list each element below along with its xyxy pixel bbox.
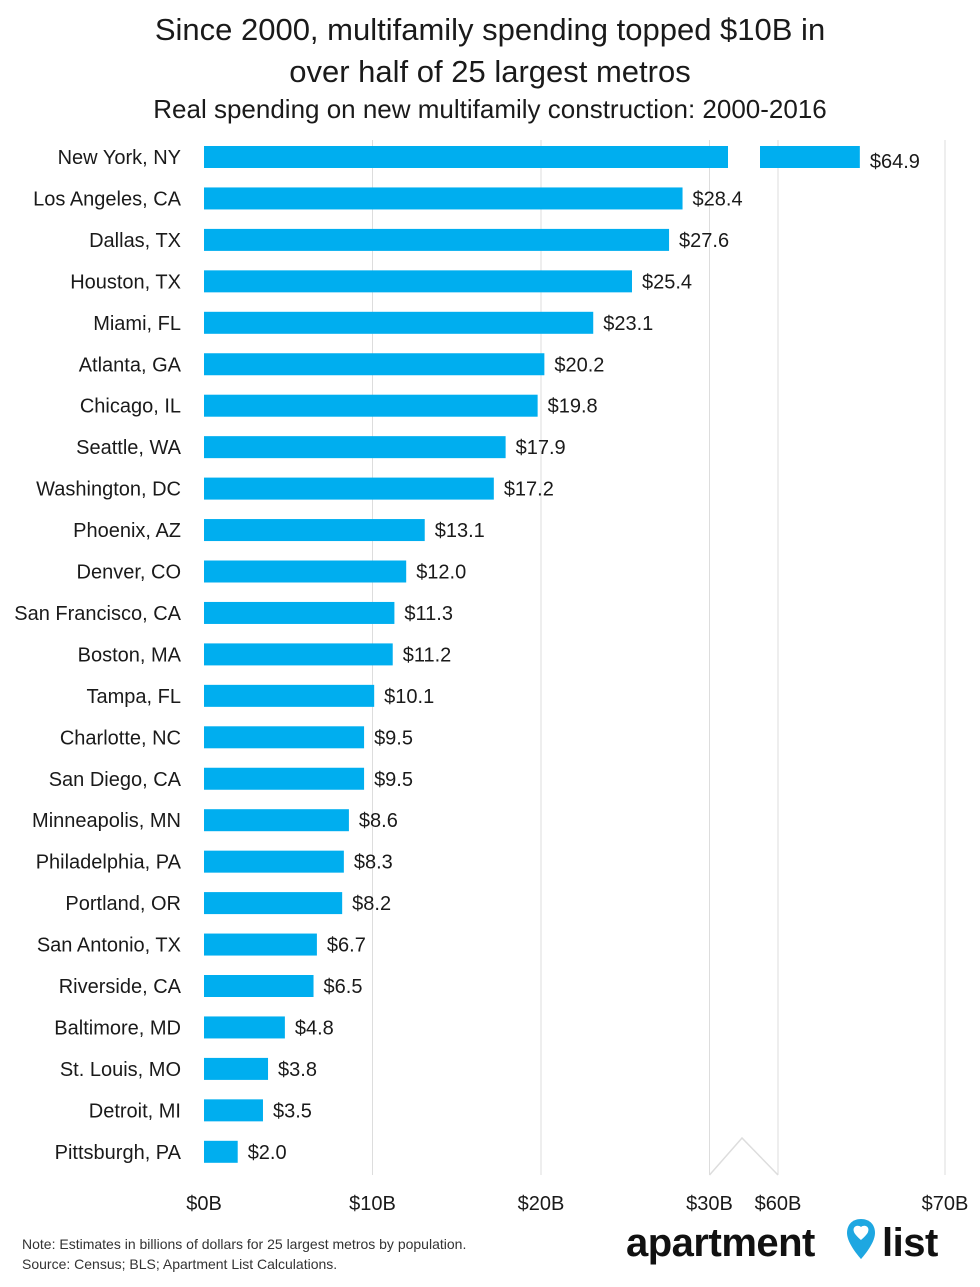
bar [204,643,393,666]
category-label: San Diego, CA [49,769,182,791]
value-label: $13.1 [435,520,485,542]
x-tick-label: $20B [518,1193,565,1215]
value-label: $27.6 [679,230,729,252]
map-pin-icon [847,1219,875,1259]
category-label: Tampa, FL [87,686,181,708]
x-tick-label: $60B [755,1193,802,1215]
bar [204,809,349,832]
x-tick-label: $30B [686,1193,733,1215]
category-label: San Francisco, CA [14,603,181,625]
value-label: $20.2 [554,354,604,376]
value-label: $19.8 [548,396,598,418]
bar [204,560,407,583]
chart-title-line2: over half of 25 largest metros [289,54,691,89]
axis-break-marker [708,1136,779,1176]
value-label: $9.5 [374,727,413,749]
bar [204,1016,285,1039]
bar [204,601,395,624]
value-label: $6.7 [327,935,366,957]
value-label: $10.1 [384,686,434,708]
category-label: Houston, TX [70,271,181,293]
category-label: Dallas, TX [89,230,181,252]
bar [204,1057,269,1080]
x-tick-label: $70B [922,1193,969,1215]
value-label: $25.4 [642,271,692,293]
logo-word-apartment: apartment [626,1221,815,1265]
bar-segment-right [760,146,860,168]
value-label: $8.2 [352,893,391,915]
bar [204,1140,238,1163]
category-label: Philadelphia, PA [36,852,182,874]
category-label: Denver, CO [77,562,181,584]
value-label: $4.8 [295,1017,334,1039]
category-label: Baltimore, MD [54,1017,181,1039]
category-label: Riverside, CA [59,976,182,998]
bar [204,477,494,500]
value-label: $12.0 [416,562,466,584]
bar [204,933,317,956]
x-tick-label: $10B [349,1193,396,1215]
bar [204,228,670,251]
bar-segment-left [204,146,728,168]
category-label: New York, NY [58,147,181,169]
value-label: $17.2 [504,479,554,501]
logo-word-list: list [882,1221,938,1265]
category-label: Pittsburgh, PA [55,1142,182,1164]
category-label: San Antonio, TX [37,935,181,957]
footer-note: Note: Estimates in billions of dollars f… [22,1236,467,1252]
bar [204,850,344,873]
bar [204,270,632,293]
bar [204,353,545,376]
value-label: $9.5 [374,769,413,791]
value-label: $17.9 [516,437,566,459]
bar [204,767,365,790]
bar [204,975,314,997]
value-label: $28.4 [693,188,743,210]
apartment-list-logo: apartment list [622,1215,972,1275]
category-label: Portland, OR [65,893,181,915]
category-label: Boston, MA [78,644,182,666]
value-label: $6.5 [324,976,363,998]
bar [204,394,538,417]
value-label: $3.8 [278,1059,317,1081]
value-label: $11.3 [404,603,453,625]
category-label: Atlanta, GA [79,354,182,376]
value-label: $3.5 [273,1100,312,1122]
chart-subtitle: Real spending on new multifamily constru… [153,94,827,124]
bar [204,436,506,459]
footer-source: Source: Census; BLS; Apartment List Calc… [22,1256,338,1272]
category-label: Seattle, WA [76,437,182,459]
chart-title-line1: Since 2000, multifamily spending topped … [154,12,826,47]
x-tick-label: $0B [186,1193,222,1215]
category-label: Phoenix, AZ [73,520,181,542]
category-label: St. Louis, MO [60,1059,181,1081]
bar-chart: $0B $10B $20B $30B $60B $70B New York, NY $64.9… [14,140,969,1215]
bar [204,311,594,334]
bar [204,187,683,210]
category-label: Los Angeles, CA [33,188,182,210]
bar [204,684,375,707]
category-label: Charlotte, NC [60,727,181,749]
value-label: $23.1 [603,313,653,335]
bar [204,726,365,749]
category-label: Miami, FL [93,313,181,335]
value-label: $11.2 [403,644,452,666]
bar [204,519,425,542]
value-label: $2.0 [248,1142,287,1164]
category-label: Detroit, MI [89,1100,181,1122]
bar [204,1099,263,1122]
category-label: Chicago, IL [80,396,181,418]
category-label: Minneapolis, MN [32,810,181,832]
value-label: $64.9 [870,151,920,173]
value-label: $8.3 [354,852,393,874]
value-label: $8.6 [359,810,398,832]
category-label: Washington, DC [36,479,181,501]
bar [204,892,343,915]
